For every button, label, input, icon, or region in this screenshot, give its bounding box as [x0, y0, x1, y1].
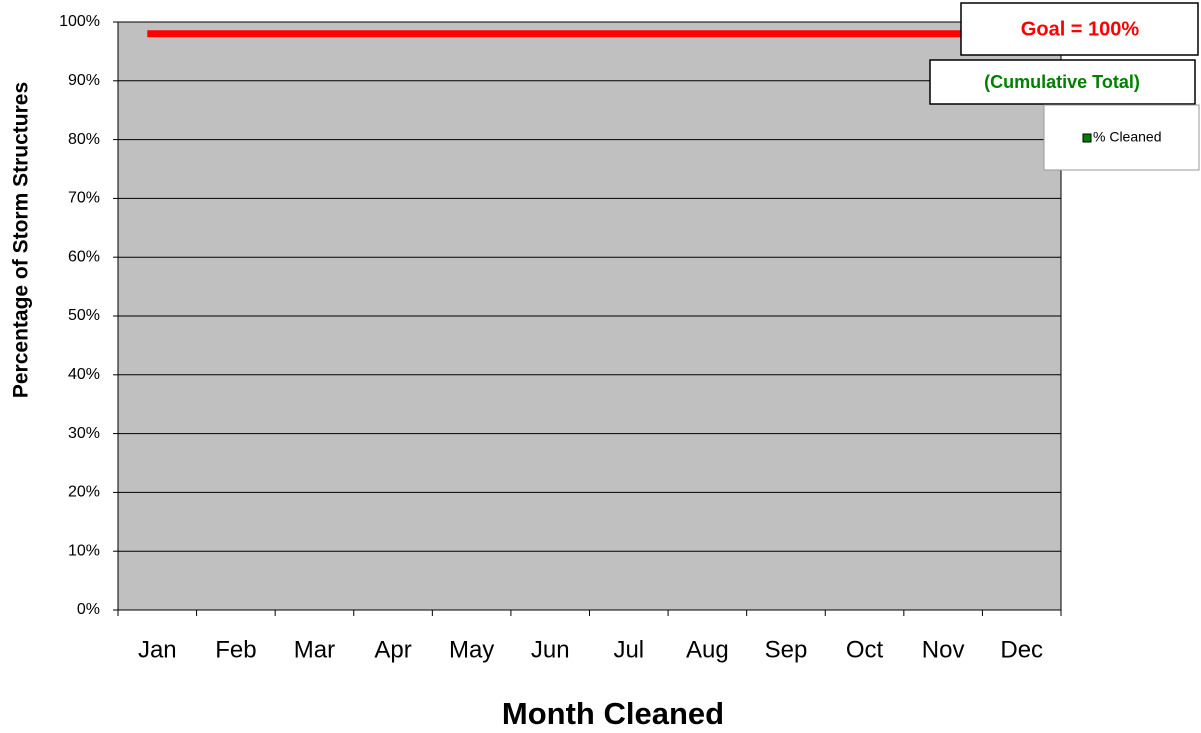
x-tick-label: Apr	[374, 636, 411, 663]
x-tick-label: Feb	[215, 636, 256, 663]
x-tick-label: May	[449, 636, 494, 663]
x-tick-label: Jan	[138, 636, 177, 663]
x-tick-label: Aug	[686, 636, 729, 663]
x-tick-label: Sep	[765, 636, 808, 663]
x-tick-label: Dec	[1000, 636, 1043, 663]
cumulative-annotation: (Cumulative Total)	[984, 72, 1140, 92]
goal-annotation: Goal = 100%	[1021, 18, 1140, 40]
y-axis-label: Percentage of Storm Structures	[10, 82, 33, 398]
x-axis-label: Month Cleaned	[502, 696, 724, 731]
x-tick-label: Jul	[613, 636, 644, 663]
x-tick-label: Jun	[531, 636, 570, 663]
y-tick-label: 80%	[68, 131, 100, 148]
y-tick-label: 10%	[68, 542, 100, 559]
y-tick-label: 20%	[68, 484, 100, 501]
legend-box	[1043, 104, 1200, 171]
x-tick-label: Mar	[294, 636, 335, 663]
x-tick-label: Nov	[922, 636, 965, 663]
x-tick-label: Oct	[846, 636, 884, 663]
y-tick-label: 40%	[68, 366, 100, 383]
y-tick-label: 70%	[68, 190, 100, 207]
y-tick-label: 50%	[68, 307, 100, 324]
y-tick-label: 0%	[77, 601, 100, 618]
marks: 0% 10% 20% 30% 40% 50% 60% 70% 80% 90% 100% Jan Feb M…	[59, 13, 1062, 663]
y-tick-label: 30%	[68, 425, 100, 442]
legend-label: % Cleaned	[1093, 129, 1162, 145]
overlay: Goal = 100% (Cumulative Total) % Cleaned	[929, 2, 1200, 171]
legend-swatch	[1082, 133, 1092, 143]
cumulative-box	[929, 59, 1196, 105]
y-tick-label: 60%	[68, 248, 100, 265]
y-tick-label: 90%	[68, 72, 100, 89]
y-tick-label: 100%	[59, 13, 100, 30]
goal-box	[960, 2, 1199, 56]
